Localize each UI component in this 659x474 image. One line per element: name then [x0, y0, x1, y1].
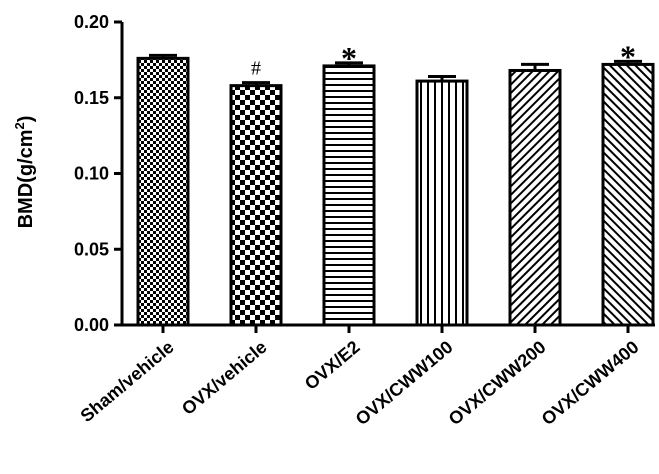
y-tick-label: 0.15	[74, 88, 109, 108]
x-tick-label: OVX/CWW100	[352, 337, 457, 429]
bar	[508, 68, 562, 327]
x-tick-label: OVX/vehicle	[178, 337, 271, 419]
bar	[229, 84, 283, 327]
x-tick-label: OVX/CWW200	[445, 337, 550, 429]
y-tick-label: 0.00	[74, 315, 109, 335]
x-tick-label: OVX/CWW400	[538, 337, 643, 429]
x-tick-label: OVX/E2	[301, 337, 364, 394]
significance-marker: #	[251, 58, 261, 80]
bar	[601, 62, 655, 327]
y-axis-label-close: )	[15, 116, 37, 123]
y-axis-label-main: BMD(g/cm	[15, 130, 37, 229]
y-axis-label-superscript: 2	[12, 122, 27, 129]
y-tick-label: 0.20	[74, 12, 109, 32]
bar	[136, 56, 190, 327]
significance-marker: *	[341, 40, 357, 76]
y-tick-label: 0.10	[74, 164, 109, 184]
y-tick-label: 0.05	[74, 239, 109, 259]
x-tick-label: Sham/vehicle	[77, 337, 178, 426]
significance-marker: *	[620, 38, 636, 74]
bar	[322, 64, 376, 327]
y-axis-label: BMD(g/cm2)	[12, 116, 37, 229]
bar	[415, 79, 469, 327]
